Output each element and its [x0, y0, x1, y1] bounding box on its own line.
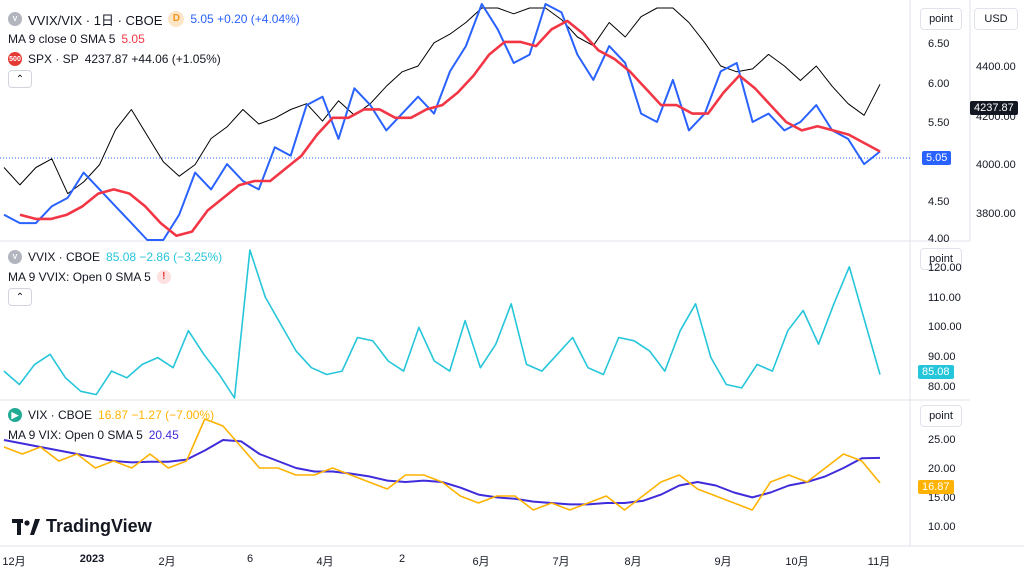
xtick-5: 2 — [398, 553, 406, 565]
delay-badge[interactable]: D — [168, 11, 185, 27]
tick-spx-3: 4000.00 — [976, 159, 1016, 171]
tick-vix-3: 15.00 — [928, 492, 956, 504]
vvix-ma-label[interactable]: MA 9 VVIX: Open 0 SMA 5 — [8, 270, 151, 284]
main-symbol[interactable]: VVIX/VIX · 1日 · CBOE — [28, 12, 163, 28]
vix-legend: ▶ VIX · CBOE 16.87 −1.27 (−7.00%) MA 9 V… — [8, 405, 214, 445]
xtick-3: 6 — [246, 553, 254, 565]
vvix-last-tag: 85.08 — [918, 365, 954, 379]
ratio-last-tag: 5.05 — [922, 151, 952, 165]
vvix-legend: V VVIX · CBOE 85.08 −2.86 (−3.25%) MA 9 … — [8, 247, 222, 307]
vix-ma-value: 20.45 — [148, 428, 179, 442]
tick-vvix-4: 90.00 — [928, 351, 956, 363]
tick-vix-2: 20.00 — [928, 463, 956, 475]
vix-line[interactable] — [3, 418, 881, 511]
vix-symbol[interactable]: VIX · CBOE — [28, 408, 93, 422]
vix-ma-label[interactable]: MA 9 VIX: Open 0 SMA 5 — [8, 428, 143, 442]
warning-icon[interactable]: ! — [156, 270, 171, 284]
scale-button-vix[interactable]: point — [920, 405, 962, 427]
symbol-icon: V — [8, 12, 22, 26]
tick-vvix-3: 100.00 — [928, 321, 962, 333]
vix-last-tag: 16.87 — [918, 480, 954, 494]
collapse-legend-button[interactable]: ⌃ — [8, 70, 32, 88]
spx-last-tag: 4237.87 — [970, 101, 1018, 115]
overlay-symbol[interactable]: SPX · SP — [28, 52, 79, 66]
xtick-6: 6月 — [472, 556, 490, 568]
tick-vvix-5: 80.00 — [928, 381, 956, 393]
vix-icon: ▶ — [8, 408, 22, 422]
tradingview-logo-icon — [12, 518, 40, 535]
ma-value: 5.05 — [121, 32, 145, 46]
tick-main-2: 6.00 — [928, 78, 950, 90]
xtick-4: 4月 — [316, 556, 334, 568]
vix-ma-line[interactable] — [3, 439, 881, 506]
vvix-line[interactable] — [3, 249, 881, 399]
currency-button[interactable]: USD — [974, 8, 1018, 30]
xtick-11: 11月 — [867, 556, 891, 568]
tradingview-logo[interactable]: TradingView — [12, 516, 152, 537]
vvix-icon: V — [8, 250, 22, 264]
main-legend: V VVIX/VIX · 1日 · CBOE D 5.05 +0.20 (+4.… — [8, 9, 300, 89]
tick-main-6: 4.00 — [928, 233, 950, 245]
xtick-10: 10月 — [785, 556, 809, 568]
tick-spx-4: 3800.00 — [976, 208, 1016, 220]
spx-icon: 500 — [8, 52, 22, 66]
xtick-7: 7月 — [552, 556, 570, 568]
tick-main-1: 6.50 — [928, 38, 950, 50]
tick-spx-1: 4400.00 — [976, 61, 1016, 73]
scale-button-main[interactable]: point — [920, 8, 962, 30]
vvix-quote: 85.08 −2.86 (−3.25%) — [106, 250, 223, 264]
tick-vix-1: 25.00 — [928, 434, 956, 446]
overlay-quote: 4237.87 +44.06 (+1.05%) — [84, 52, 221, 66]
tick-vix-4: 10.00 — [928, 521, 956, 533]
tick-vvix-1: 120.00 — [928, 262, 962, 274]
scale-button-vvix[interactable]: point — [920, 248, 962, 270]
xtick-0: 12月 — [2, 556, 26, 568]
tick-main-3: 5.50 — [928, 117, 950, 129]
xtick-1: 2023 — [79, 553, 105, 565]
ma-label[interactable]: MA 9 close 0 SMA 5 — [8, 32, 116, 46]
tick-vvix-2: 110.00 — [928, 292, 961, 304]
xtick-9: 9月 — [714, 556, 732, 568]
vix-quote: 16.87 −1.27 (−7.00%) — [98, 408, 215, 422]
xtick-2: 2月 — [158, 556, 176, 568]
vvix-symbol[interactable]: VVIX · CBOE — [28, 250, 101, 264]
tick-main-5: 4.50 — [928, 196, 950, 208]
ratio-ma-line[interactable] — [19, 19, 881, 238]
spx-line[interactable] — [3, 7, 881, 195]
branding-text: TradingView — [46, 516, 152, 536]
xtick-8: 8月 — [624, 556, 642, 568]
ratio-line[interactable] — [3, 3, 881, 241]
collapse-vvix-legend-button[interactable]: ⌃ — [8, 288, 32, 306]
main-quote: 5.05 +0.20 (+4.04%) — [190, 12, 300, 26]
